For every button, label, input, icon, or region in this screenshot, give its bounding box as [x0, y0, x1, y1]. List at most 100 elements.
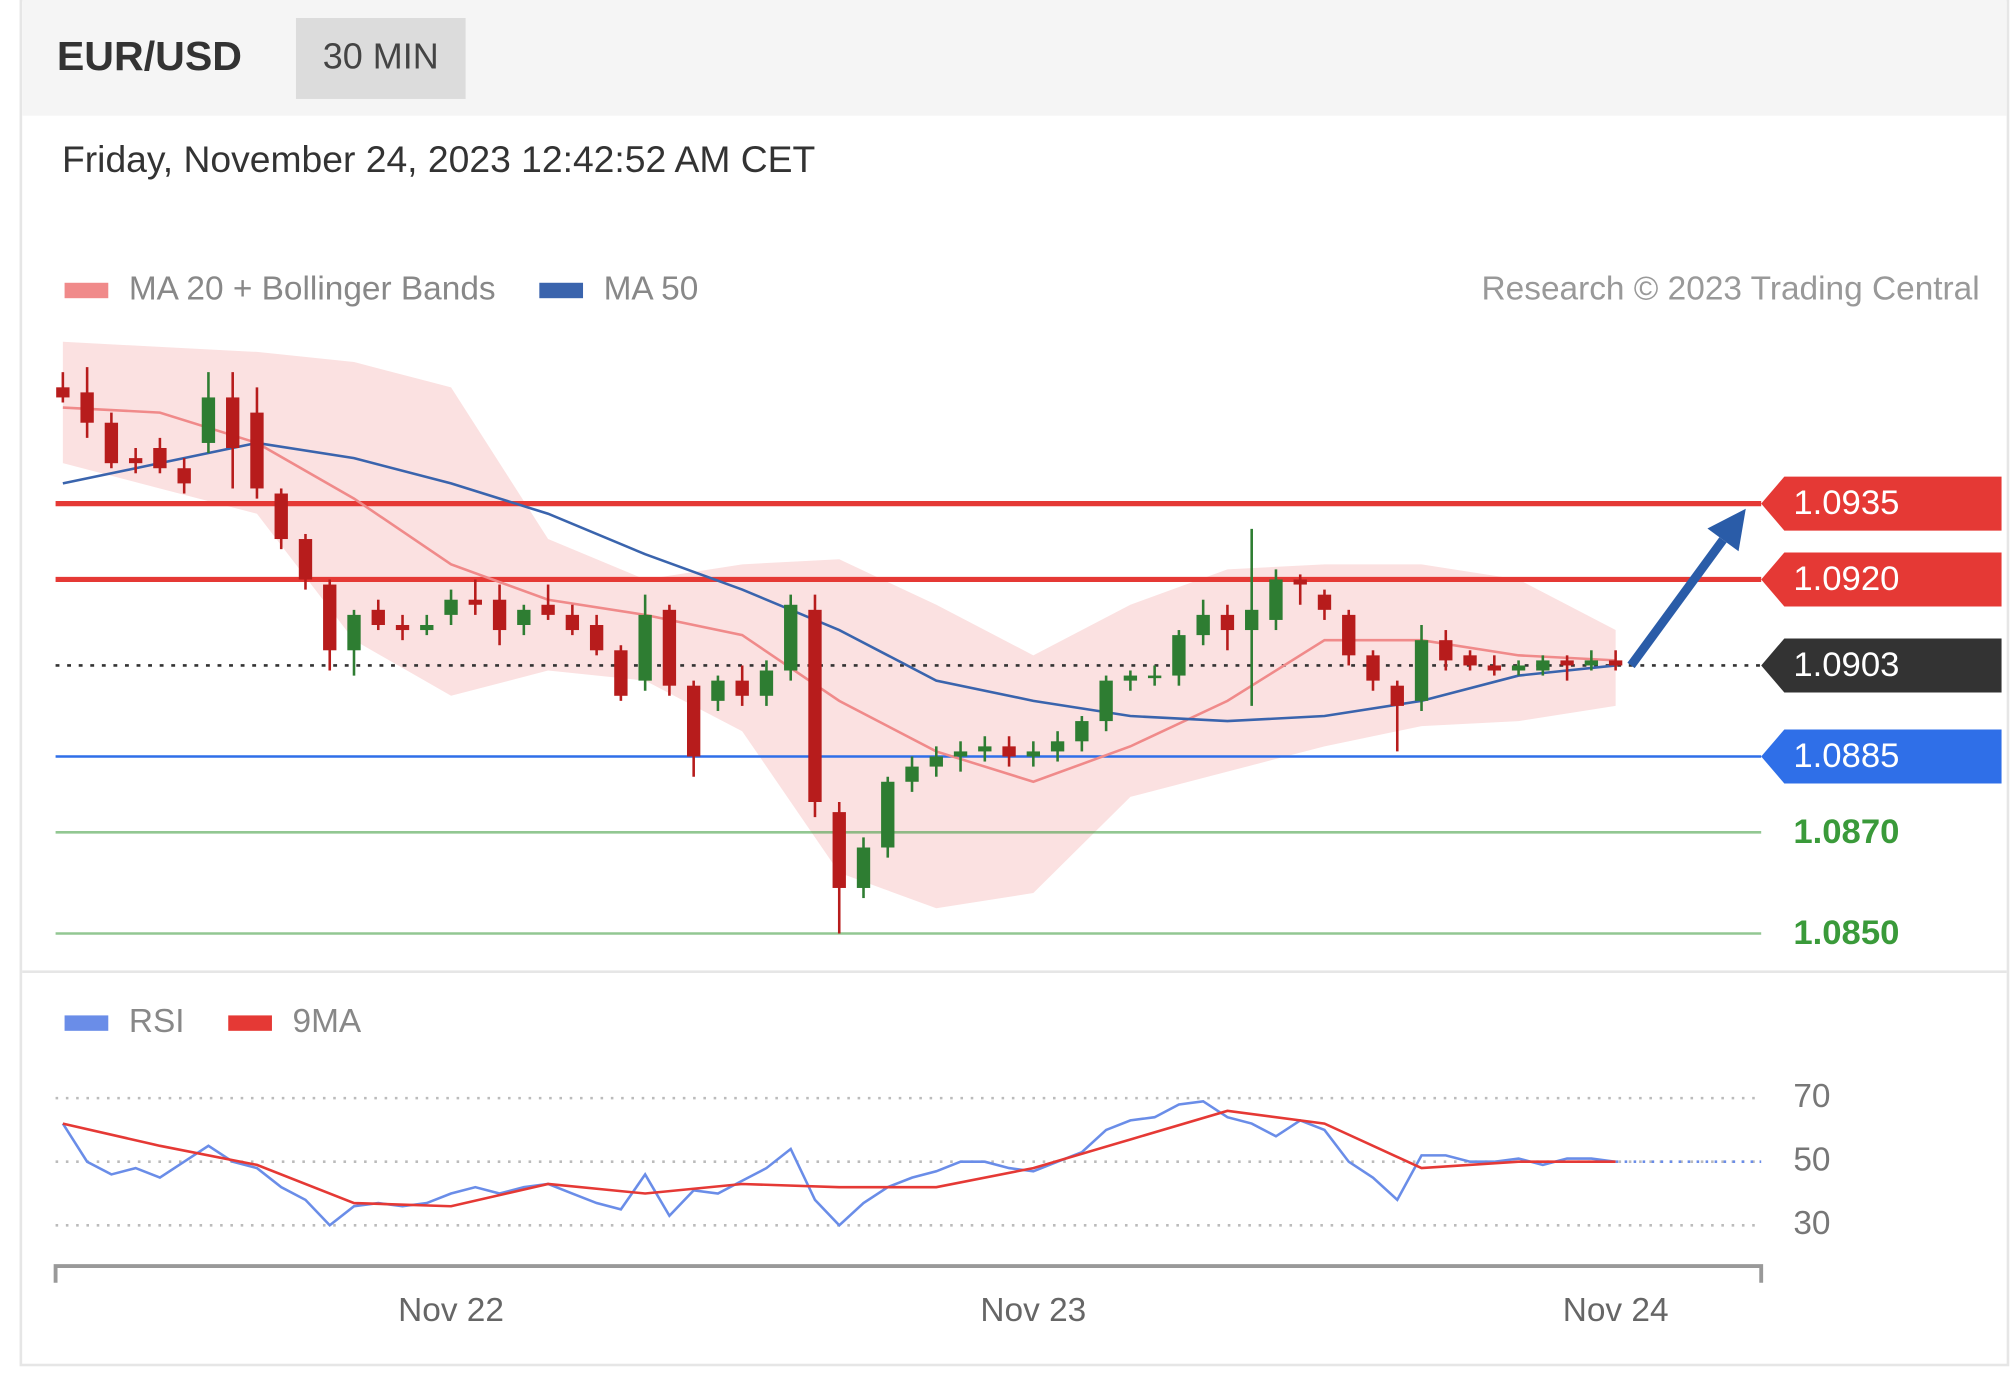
x-tick-label: Nov 23: [980, 1292, 1086, 1329]
candle-body: [1075, 721, 1089, 742]
interval-box: [295, 17, 466, 99]
candle-body: [153, 448, 167, 469]
legend-label: RSI: [129, 1003, 185, 1040]
level-tag: [1761, 552, 2002, 607]
candle-body: [1511, 665, 1526, 671]
candle-body: [759, 670, 774, 696]
candle-body: [1560, 660, 1574, 666]
interval: 30 MIN: [323, 36, 439, 77]
candle-body: [1608, 660, 1623, 666]
candle-body: [1487, 665, 1501, 671]
candle-body: [395, 624, 410, 631]
candle-body: [1317, 594, 1332, 610]
candle-body: [784, 604, 798, 671]
candle-body: [177, 468, 191, 484]
candle-body: [662, 609, 677, 686]
candle-body: [856, 847, 871, 888]
candle-body: [1050, 741, 1065, 752]
candle-body: [1366, 655, 1380, 681]
candle-body: [1172, 635, 1186, 676]
candle-body: [832, 812, 846, 888]
level-tag: [1761, 476, 2002, 531]
legend-swatch: [64, 1015, 109, 1031]
candle-body: [1390, 685, 1404, 706]
candle-body: [1293, 579, 1307, 585]
candle-body: [978, 746, 992, 752]
candle-body: [541, 604, 555, 615]
candle-body: [686, 685, 701, 757]
candle-body: [1099, 680, 1113, 722]
candle-body: [444, 599, 458, 615]
candle-body: [347, 614, 361, 651]
candle-body: [1147, 675, 1162, 679]
candle-body: [1123, 675, 1138, 681]
level-label: 1.0903: [1793, 646, 1899, 684]
level-label: 1.0935: [1793, 484, 1899, 522]
candle-body: [1002, 746, 1016, 757]
x-tick-label: Nov 24: [1563, 1292, 1669, 1329]
candle-body: [420, 624, 434, 631]
symbol: EUR/USD: [57, 33, 242, 79]
candle-body: [1196, 614, 1210, 636]
candle-body: [104, 422, 119, 464]
timestamp: Friday, November 24, 2023 12:42:52 AM CE…: [62, 138, 815, 180]
legend-swatch: [64, 282, 109, 299]
candle-body: [1026, 751, 1041, 757]
credit: Research © 2023 Trading Central: [1482, 270, 1980, 307]
candle-body: [808, 609, 822, 802]
level-label: 1.0850: [1793, 914, 1899, 952]
level-tag: [1761, 729, 2002, 784]
candle-body: [953, 751, 968, 757]
moving-average: [62, 406, 1616, 784]
candle-body: [735, 680, 749, 696]
legend-label: MA 20 + Bollinger Bands: [129, 270, 496, 307]
candle-body: [492, 599, 507, 631]
candle-body: [298, 539, 313, 580]
y-tick-label: 50: [1793, 1142, 1830, 1179]
x-tick-label: Nov 22: [398, 1292, 504, 1329]
candle-body: [517, 609, 531, 625]
candle-body: [1220, 614, 1235, 631]
level-label: 1.0920: [1793, 560, 1899, 598]
candle-body: [56, 387, 70, 398]
y-tick-label: 30: [1793, 1205, 1830, 1242]
moving-average: [62, 441, 1616, 723]
legend-label: 9MA: [293, 1003, 362, 1040]
candle-body: [250, 412, 264, 489]
legend-swatch: [539, 282, 584, 299]
candle-body: [1463, 655, 1477, 666]
candle-body: [589, 624, 604, 651]
candle-body: [80, 392, 94, 423]
target-arrow-head: [1707, 508, 1746, 552]
candle-body: [371, 609, 385, 625]
candle-body: [1584, 660, 1599, 666]
candle-body: [274, 493, 288, 540]
candle-body: [614, 650, 628, 696]
candle-body: [128, 458, 143, 464]
candle-body: [929, 756, 943, 767]
candle-body: [468, 599, 482, 605]
level-tag: [1761, 638, 2002, 693]
candle-body: [881, 781, 895, 848]
candle-body: [565, 614, 580, 631]
candle-body: [711, 680, 725, 701]
candle-body: [1245, 609, 1259, 631]
level-label: 1.0870: [1793, 813, 1899, 851]
candle-body: [1414, 640, 1429, 701]
candle-body: [638, 614, 652, 681]
indicator-line: [61, 1099, 1616, 1228]
candle-body: [1269, 579, 1283, 620]
candle-body: [905, 766, 919, 782]
target-arrow-shaft: [1627, 537, 1727, 669]
x-axis: [53, 1264, 1764, 1283]
candle-body: [1439, 640, 1453, 661]
candle-body: [1536, 660, 1550, 671]
indicator-line: [62, 1109, 1616, 1208]
candle-body: [323, 584, 337, 651]
legend-label: MA 50: [604, 270, 699, 307]
legend-swatch: [228, 1015, 272, 1031]
candle-body: [201, 397, 216, 443]
level-label: 1.0885: [1793, 737, 1899, 775]
